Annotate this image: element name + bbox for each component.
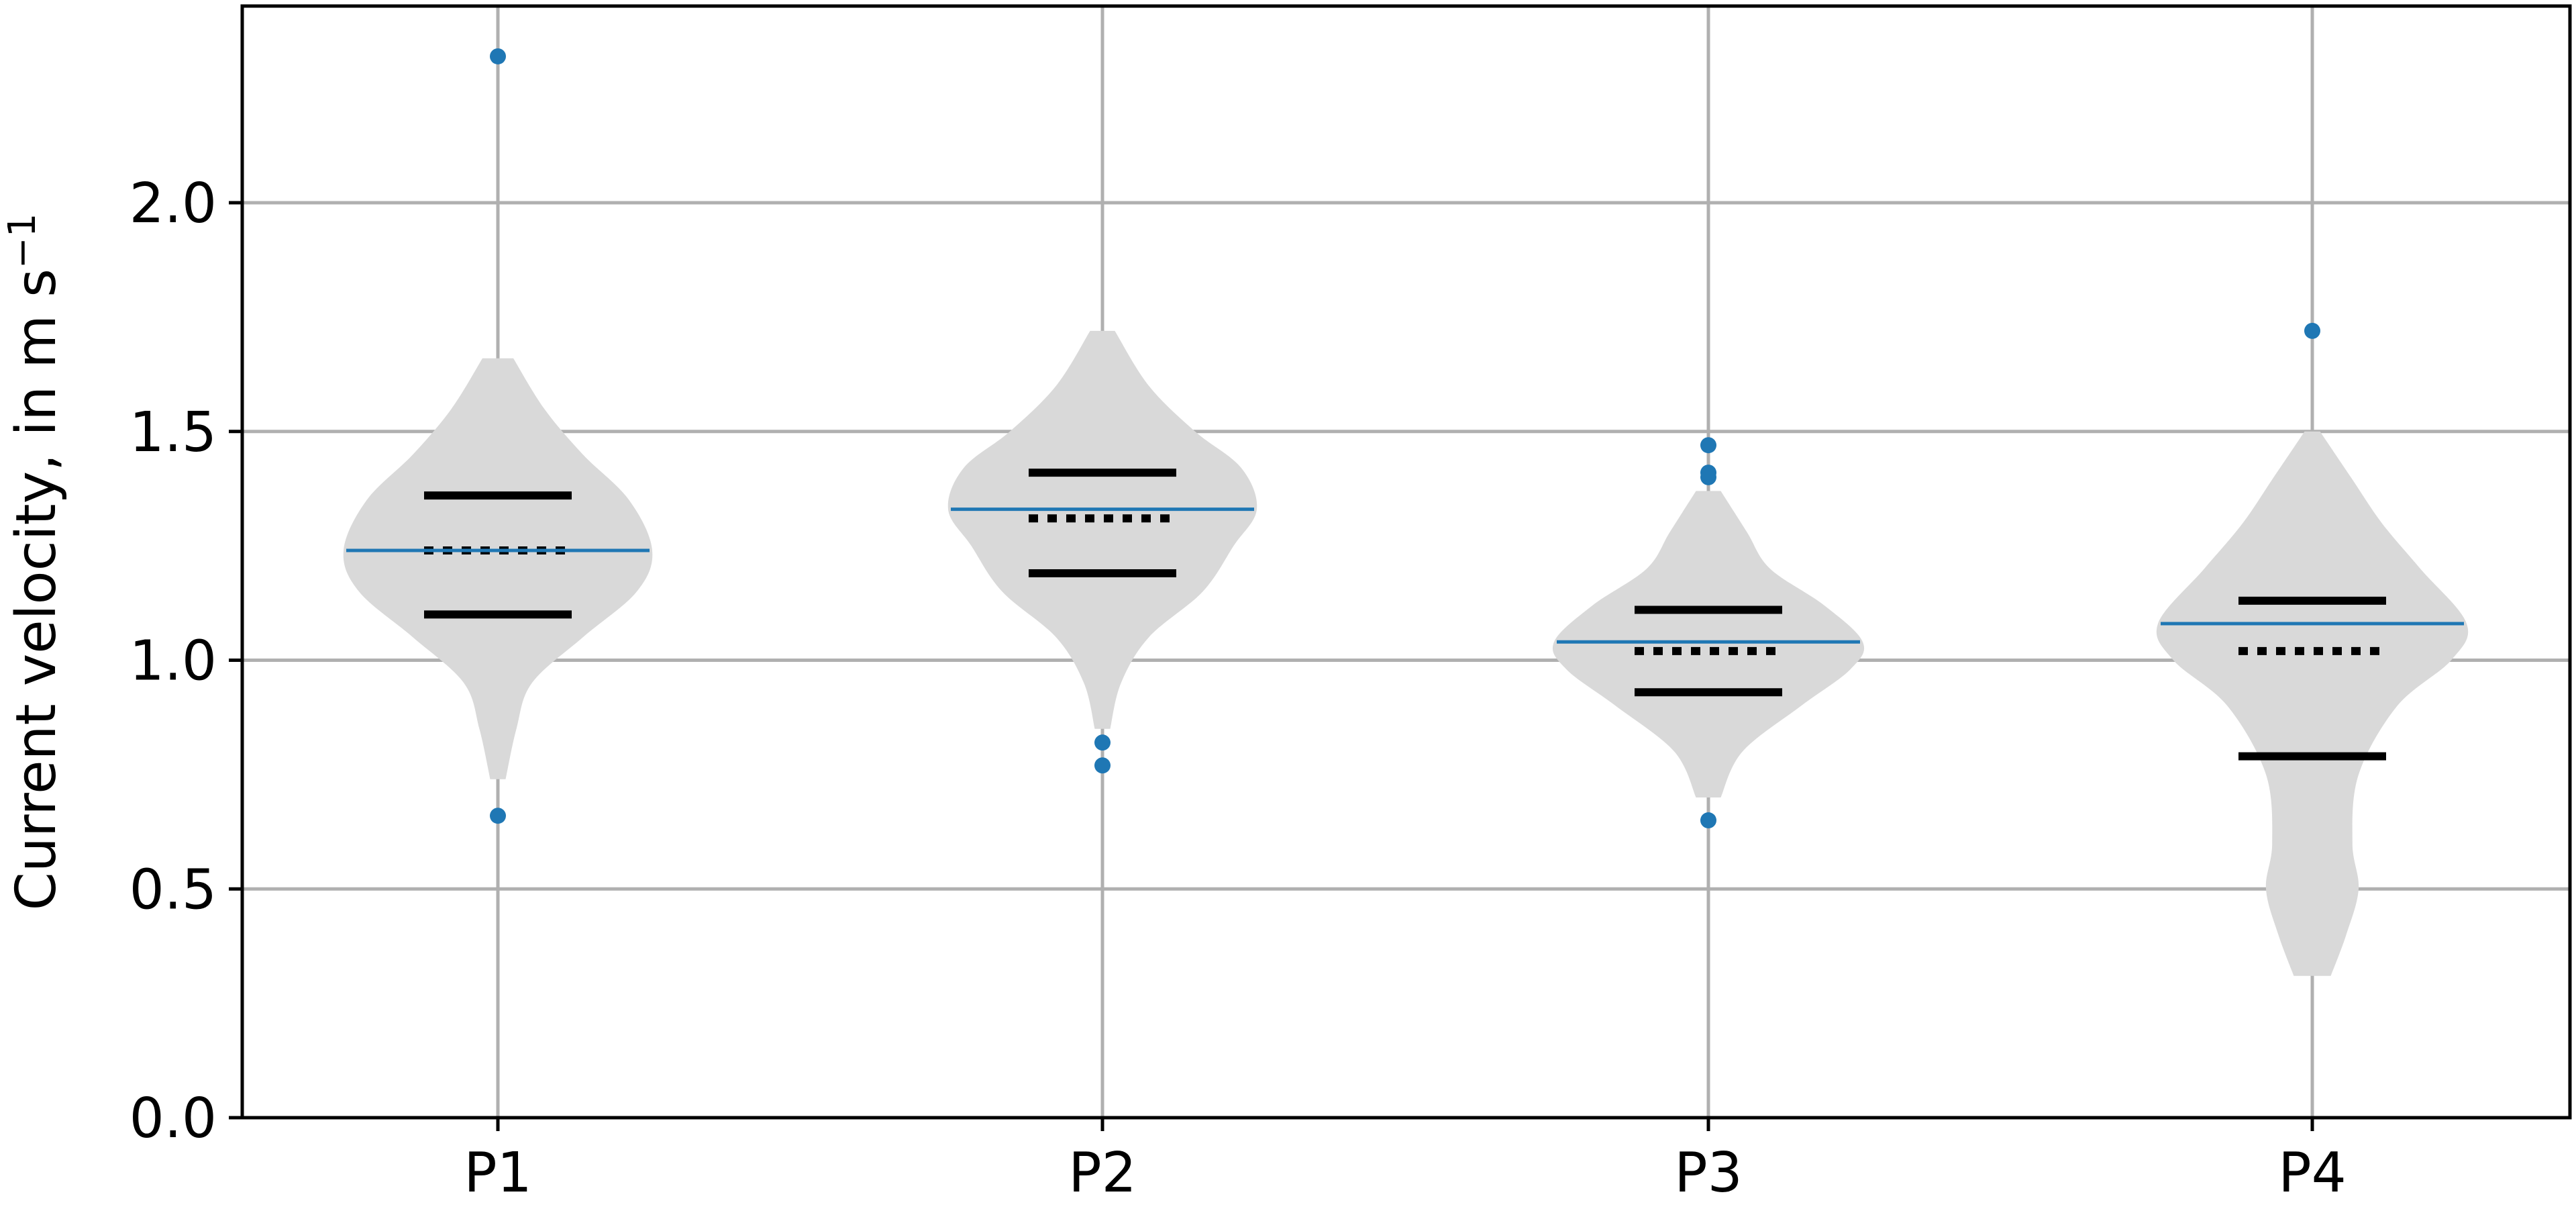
- outlier-point: [1700, 812, 1716, 829]
- x-tick-label: P1: [464, 1141, 532, 1205]
- violin-body-p3: [1552, 491, 1865, 797]
- outlier-point: [490, 48, 506, 64]
- violin-body-p2: [947, 330, 1257, 729]
- outlier-point: [490, 808, 506, 824]
- outlier-point: [1700, 465, 1716, 481]
- outlier-point: [2304, 322, 2320, 339]
- x-tick-label: P2: [1068, 1141, 1137, 1205]
- plot-frame: [240, 4, 2572, 1120]
- y-tick-label: 0.0: [130, 1087, 217, 1151]
- outlier-point: [1094, 757, 1111, 774]
- y-tick-label: 2.0: [130, 172, 217, 236]
- y-tick-label: 1.5: [130, 401, 217, 465]
- violin-body-p1: [343, 358, 653, 779]
- violin-layer: [343, 330, 2469, 976]
- x-tick-label: P3: [1674, 1141, 1743, 1205]
- y-tick-layer: 0.0 0.5 1.0 1.5 2.0: [130, 172, 242, 1151]
- y-axis-label-superscript: −1: [1, 213, 44, 269]
- y-tick-label: 1.0: [130, 630, 217, 693]
- outlier-point: [1700, 437, 1716, 454]
- x-tick-label: P4: [2278, 1141, 2347, 1205]
- y-axis-label-main: Current velocity, in m s: [5, 269, 68, 910]
- stats-layer: [346, 469, 2464, 761]
- outlier-point: [1094, 734, 1111, 751]
- violin-body-p4: [2156, 431, 2469, 976]
- y-axis-label: Current velocity, in m s−1: [1, 213, 68, 911]
- y-tick-label: 0.5: [130, 858, 217, 922]
- x-tick-layer: P1 P2 P3 P4: [464, 1118, 2347, 1205]
- outlier-layer: [490, 48, 2320, 829]
